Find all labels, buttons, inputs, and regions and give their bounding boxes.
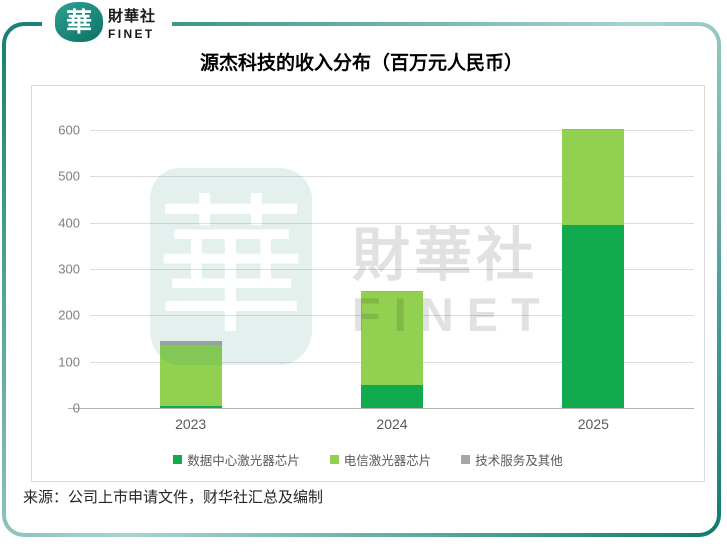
bar-segment — [361, 292, 423, 386]
legend-swatch — [461, 455, 471, 464]
legend-item: 数据中心激光器芯片 — [173, 450, 300, 469]
y-tick-label: 300 — [58, 261, 80, 277]
y-gridline — [90, 222, 694, 224]
legend-label: 技术服务及其他 — [475, 454, 563, 468]
bar-segment — [562, 130, 625, 225]
y-tick-label: 200 — [58, 307, 80, 323]
y-tick-label: 100 — [58, 354, 80, 370]
plot: 0 100 200 300 400 500 600 — [58, 123, 694, 416]
legend-swatch — [173, 455, 183, 464]
bar-segment — [361, 291, 423, 293]
brand-logo: 華 財華社 FINET — [42, 0, 172, 46]
chart-card: 源杰科技的收入分布（百万元人民币） 0 100 200 300 400 500 600 20… — [6, 26, 717, 533]
chart-plot-area: 0 100 200 300 400 500 600 2023 2024 2025 数据中心激光器… — [31, 85, 705, 482]
x-tick-label: 2023 — [175, 416, 207, 432]
bar-segment — [562, 129, 625, 131]
y-tick-label: 0 — [72, 400, 80, 416]
bar-segment — [361, 385, 423, 408]
finet-seal-icon: 華 — [55, 2, 103, 42]
legend-label: 电信激光器芯片 — [343, 454, 432, 468]
x-axis-line — [68, 408, 694, 409]
bar-2023 — [159, 340, 222, 408]
legend-item: 技术服务及其他 — [461, 450, 563, 469]
y-tick-label: 400 — [58, 215, 80, 231]
legend-item: 电信激光器芯片 — [329, 450, 432, 469]
bar-2024 — [361, 291, 423, 408]
bar-segment — [562, 224, 625, 408]
legend: 数据中心激光器芯片 电信激光器芯片 技术服务及其他 — [32, 450, 704, 469]
x-tick-label: 2025 — [577, 416, 609, 432]
source-note: 来源：公司上市申请文件，财华社汇总及编制 — [23, 489, 324, 506]
bar-2025 — [562, 129, 625, 408]
brand-text: 財華社 FINET — [108, 8, 157, 41]
y-tick-label: 500 — [58, 168, 80, 184]
chart-title: 源杰科技的收入分布（百万元人民币） — [199, 53, 523, 74]
bar-segment — [159, 340, 222, 346]
brand-name-en: FINET — [108, 26, 155, 41]
bar-segment — [159, 345, 222, 407]
x-tick-label: 2024 — [376, 416, 408, 432]
finet-seal-glyph: 華 — [65, 7, 92, 37]
legend-label: 数据中心激光器芯片 — [187, 454, 300, 468]
legend-swatch — [329, 455, 339, 464]
bar-segment — [159, 406, 222, 408]
y-tick-label: 600 — [58, 122, 80, 138]
y-gridline — [90, 130, 694, 131]
chart-card-frame: 源杰科技的收入分布（百万元人民币） 0 100 200 300 400 500 600 20… — [2, 22, 721, 537]
y-gridline — [90, 269, 694, 270]
brand-name-cn: 財華社 — [108, 8, 157, 25]
y-gridline — [90, 176, 694, 178]
